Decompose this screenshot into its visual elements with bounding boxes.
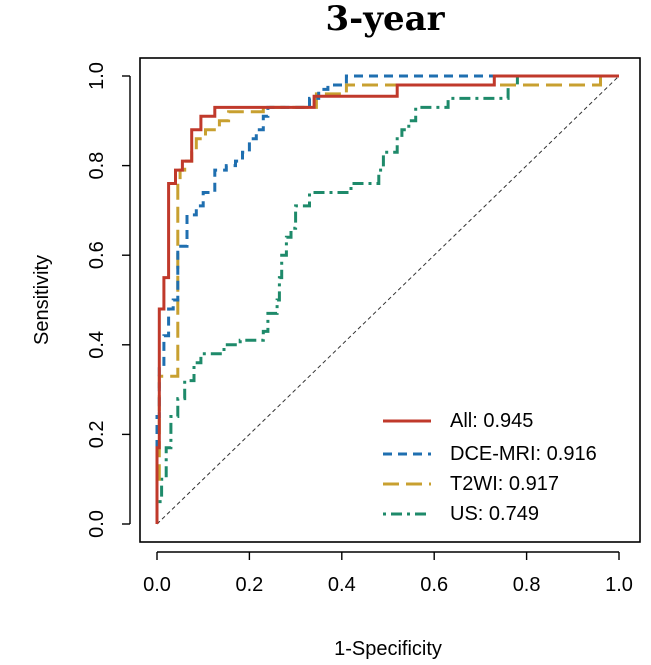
x-axis: 0.0 0.2 0.4 0.6 0.8 1.0 — [143, 551, 633, 596]
legend-label-us: US: 0.749 — [450, 503, 539, 525]
y-tick-label: 0.6 — [86, 241, 108, 269]
reference-diagonal — [156, 75, 620, 525]
x-axis-label: 1-Specificity — [334, 638, 442, 660]
legend: All: 0.945 DCE-MRI: 0.916 T2WI: 0.917 US: 0… — [383, 410, 597, 525]
x-tick-label: 0.8 — [513, 574, 541, 596]
legend-label-dce-mri: DCE-MRI: 0.916 — [450, 443, 597, 465]
series-line-all — [155, 74, 619, 524]
y-tick-label: 0.8 — [86, 152, 108, 180]
x-tick-label: 0.0 — [143, 574, 171, 596]
series-line-t2wi — [155, 74, 619, 524]
x-tick-label: 1.0 — [605, 574, 633, 596]
legend-label-all: All: 0.945 — [450, 410, 533, 432]
y-axis-label: Sensitivity — [31, 255, 53, 345]
x-tick-label: 0.6 — [420, 574, 448, 596]
y-tick-label: 1.0 — [86, 62, 108, 90]
y-tick-label: 0.2 — [86, 420, 108, 448]
y-axis: 0.0 0.2 0.4 0.6 0.8 1.0 — [86, 62, 131, 538]
y-tick-label: 0.0 — [86, 510, 108, 538]
plot-frame — [139, 57, 641, 543]
legend-label-t2wi: T2WI: 0.917 — [450, 473, 559, 495]
y-tick-label: 0.4 — [86, 331, 108, 359]
series-line-us — [155, 74, 619, 524]
series-line-dce-mri — [155, 74, 619, 524]
x-tick-label: 0.4 — [328, 574, 356, 596]
x-tick-label: 0.2 — [235, 574, 263, 596]
chart-title: 3-year — [325, 0, 445, 39]
